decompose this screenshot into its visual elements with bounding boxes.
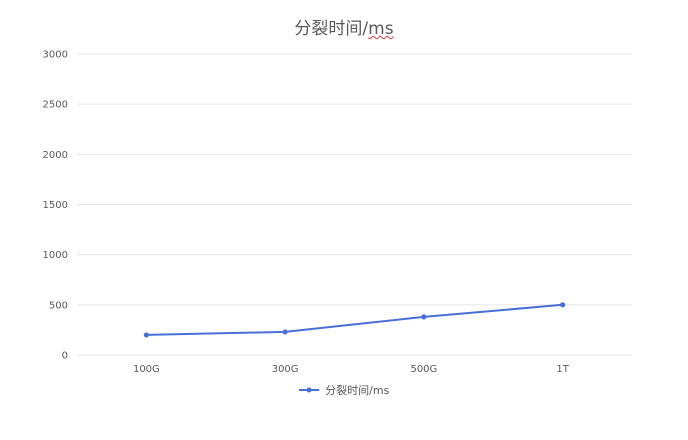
y-tick-label: 2500 (43, 100, 68, 111)
chart-title-main: 分裂时间/ (294, 19, 369, 39)
legend: 分裂时间/ms (0, 382, 688, 398)
y-tick-label: 1000 (43, 250, 68, 261)
x-tick-label: 1T (556, 364, 569, 375)
x-tick-label: 500G (410, 364, 437, 375)
y-tick-label: 3000 (43, 50, 68, 61)
y-tick-label: 0 (62, 351, 68, 362)
y-tick-label: 2000 (43, 150, 68, 161)
y-tick-label: 1500 (43, 200, 68, 211)
data-point (560, 302, 566, 308)
data-point (143, 332, 149, 338)
chart-title: 分裂时间/ms (294, 19, 393, 39)
data-point (421, 314, 427, 320)
chart-title-unit: ms (368, 19, 394, 39)
y-axis-ticks: 0 500 1000 1500 2000 2500 3000 (43, 50, 68, 362)
gridlines (77, 53, 632, 356)
legend-swatch-icon (298, 387, 319, 393)
x-tick-label: 100G (133, 364, 160, 375)
chart-title-container: 分裂时间/ms (0, 14, 688, 39)
data-point (282, 329, 288, 335)
x-axis-ticks: 100G 300G 500G 1T (133, 364, 570, 375)
y-tick-label: 500 (49, 300, 68, 311)
series-layer (143, 302, 566, 338)
x-tick-label: 300G (272, 364, 299, 375)
legend-swatch-dot (306, 387, 312, 393)
series-line (146, 303, 563, 336)
legend-label: 分裂时间/ms (325, 384, 390, 397)
